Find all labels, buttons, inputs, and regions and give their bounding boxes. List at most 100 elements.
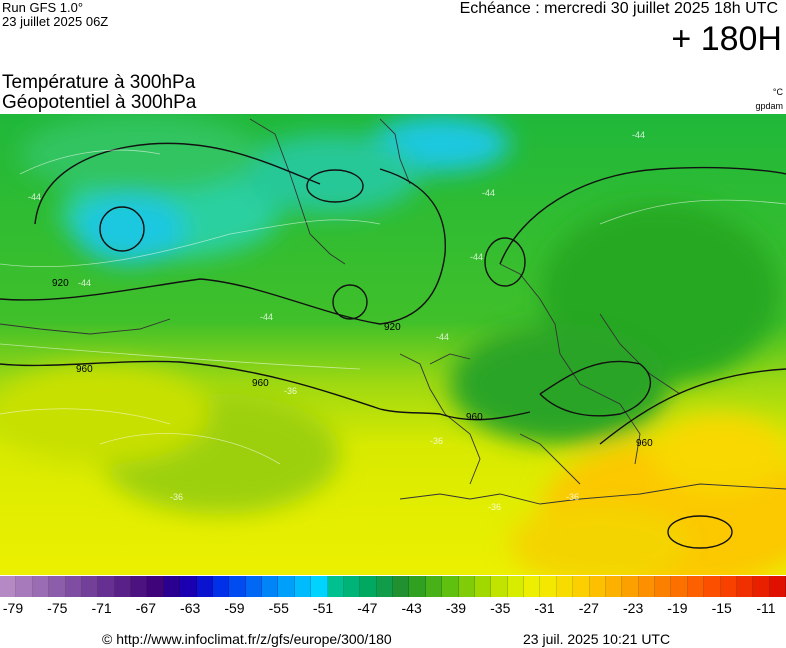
color-swatch: [605, 576, 623, 597]
color-scale-tick-label: -15: [711, 600, 732, 616]
color-scale-ticks: -79 -75 -71 -67 -63 -59 -55 -51 -47 -43 -39 -35 -31 -…: [0, 600, 786, 618]
color-scale-tick-label: -59: [224, 600, 245, 616]
contour-label: 920: [384, 322, 401, 333]
color-scale-tick-label: -43: [401, 600, 422, 616]
geopotential-contours: [0, 142, 786, 549]
lead-time: + 180H: [671, 20, 782, 58]
color-scale-bar: [0, 576, 786, 597]
color-swatch: [114, 576, 131, 597]
color-scale-tick-label: -55: [268, 600, 289, 616]
color-swatch: [81, 576, 99, 597]
isotherm-label: -36: [488, 502, 501, 512]
color-swatch: [294, 576, 312, 597]
isotherm-label: -36: [566, 492, 579, 502]
isotherm-label: -44: [632, 130, 645, 140]
color-scale-tick-label: -75: [47, 600, 68, 616]
isotherm-label: -36: [430, 436, 443, 446]
color-swatch: [98, 576, 115, 597]
color-swatch: [409, 576, 426, 597]
isotherm-lines: [0, 149, 786, 465]
color-swatch: [0, 576, 17, 597]
color-swatch: [311, 576, 328, 597]
color-scale-tick-label: -23: [622, 600, 644, 616]
color-swatch: [196, 576, 213, 597]
contour-label: 920: [52, 278, 69, 289]
color-swatch: [16, 576, 33, 597]
isotherm-label: -44: [482, 188, 495, 198]
color-swatch: [245, 576, 262, 597]
color-scale-tick-label: -11: [756, 600, 776, 616]
color-swatch: [442, 576, 459, 597]
color-swatch: [704, 576, 721, 597]
color-swatch: [49, 576, 66, 597]
color-swatch: [278, 576, 295, 597]
unit-temperature: °C: [772, 87, 783, 97]
color-swatch: [474, 576, 492, 597]
color-swatch: [229, 576, 246, 597]
coastlines: [0, 118, 786, 505]
run-date: 23 juillet 2025 06Z: [2, 14, 109, 29]
temperature-field: [0, 114, 786, 575]
color-swatch: [556, 576, 574, 597]
color-swatch: [147, 576, 164, 597]
color-swatch: [376, 576, 393, 597]
color-swatch: [32, 576, 50, 597]
color-scale-tick-label: -27: [578, 600, 599, 616]
color-scale-tick-label: -71: [91, 600, 112, 616]
isotherm-label: -44: [470, 252, 483, 262]
color-scale-tick-label: -79: [2, 600, 24, 616]
color-swatch: [655, 576, 672, 597]
contour-label: 960: [76, 364, 93, 375]
color-scale-tick-label: -51: [312, 600, 334, 616]
color-swatch: [687, 576, 705, 597]
forecast-map: 920 920 960 960 960 960 -44 -44 -44 -44 …: [0, 114, 786, 575]
color-swatch: [671, 576, 688, 597]
color-scale-tick-label: -63: [180, 600, 201, 616]
source-credit[interactable]: © http://www.infoclimat.fr/z/gfs/europe/…: [102, 631, 392, 647]
color-scale-tick-label: -19: [667, 600, 688, 616]
color-swatch: [769, 576, 786, 597]
color-swatch: [262, 576, 279, 597]
color-scale-tick-label: -39: [445, 600, 467, 616]
color-swatch: [458, 576, 475, 597]
color-swatch: [622, 576, 639, 597]
color-swatch: [589, 576, 606, 597]
color-swatch: [180, 576, 197, 597]
color-swatch: [131, 576, 148, 597]
contour-label: 960: [636, 438, 653, 449]
color-swatch: [327, 576, 344, 597]
color-swatch: [540, 576, 557, 597]
color-swatch: [736, 576, 754, 597]
isotherm-label: -44: [260, 312, 273, 322]
color-swatch: [65, 576, 82, 597]
color-swatch: [163, 576, 181, 597]
color-scale-tick-label: -31: [534, 600, 555, 616]
isotherm-label: -36: [284, 386, 297, 396]
isotherm-label: -36: [170, 492, 183, 502]
color-scale-tick-label: -35: [490, 600, 511, 616]
contour-label: 960: [252, 378, 269, 389]
color-swatch: [638, 576, 655, 597]
color-swatch: [393, 576, 410, 597]
isotherm-label: -44: [78, 278, 91, 288]
color-swatch: [507, 576, 524, 597]
color-swatch: [212, 576, 230, 597]
color-swatch: [343, 576, 361, 597]
color-swatch: [425, 576, 443, 597]
color-swatch: [524, 576, 541, 597]
unit-geopotential: gpdam: [755, 101, 783, 111]
color-swatch: [573, 576, 590, 597]
color-scale-tick-label: -47: [357, 600, 378, 616]
isotherm-label: -44: [436, 332, 449, 342]
forecast-valid-time: Echéance : mercredi 30 juillet 2025 18h …: [459, 0, 778, 17]
color-swatch: [753, 576, 770, 597]
contour-label: 960: [466, 412, 483, 423]
color-swatch: [360, 576, 377, 597]
color-scale-tick-label: -67: [135, 600, 156, 616]
isotherm-label: -44: [28, 192, 41, 202]
parameter-geopotential: Géopotentiel à 300hPa: [2, 92, 197, 113]
generated-timestamp: 23 juil. 2025 10:21 UTC: [523, 631, 671, 647]
parameter-temperature: Température à 300hPa: [2, 72, 196, 93]
color-swatch: [491, 576, 508, 597]
run-title: Run GFS 1.0°: [2, 0, 84, 15]
